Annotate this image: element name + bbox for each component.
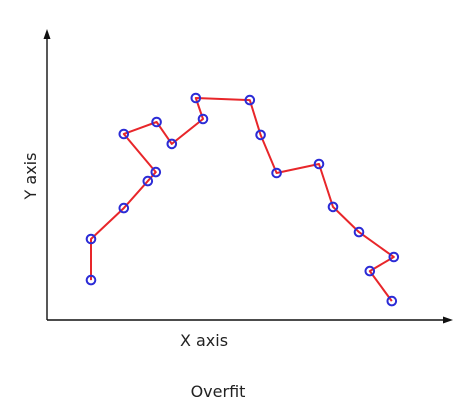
data-point-11 [244,94,256,106]
data-point-13 [271,167,282,179]
overfit-curve [90,97,395,302]
data-point-6 [118,128,130,140]
data-point-7 [151,116,162,128]
data-point-17 [388,251,400,263]
data-point-10 [190,92,202,104]
y-axis-arrowhead [43,29,51,39]
x-axis-label: X axis [180,331,228,350]
y-axis-label: Y axis [21,153,40,201]
data-point-15 [327,201,339,213]
data-point-18 [364,265,376,277]
diagram-caption: Overfit [191,382,246,401]
axes [43,29,453,324]
data-point-5 [150,166,162,178]
data-point-1 [85,274,97,286]
data-point-2 [85,233,97,245]
x-axis-arrowhead [443,316,453,324]
data-point-19 [386,295,398,307]
data-point-3 [118,202,130,214]
data-point-12 [255,129,266,141]
data-point-14 [313,158,325,170]
data-points [85,92,400,307]
data-point-16 [353,226,365,238]
data-point-8 [166,138,178,150]
data-point-9 [197,113,209,125]
data-point-4 [142,175,154,187]
